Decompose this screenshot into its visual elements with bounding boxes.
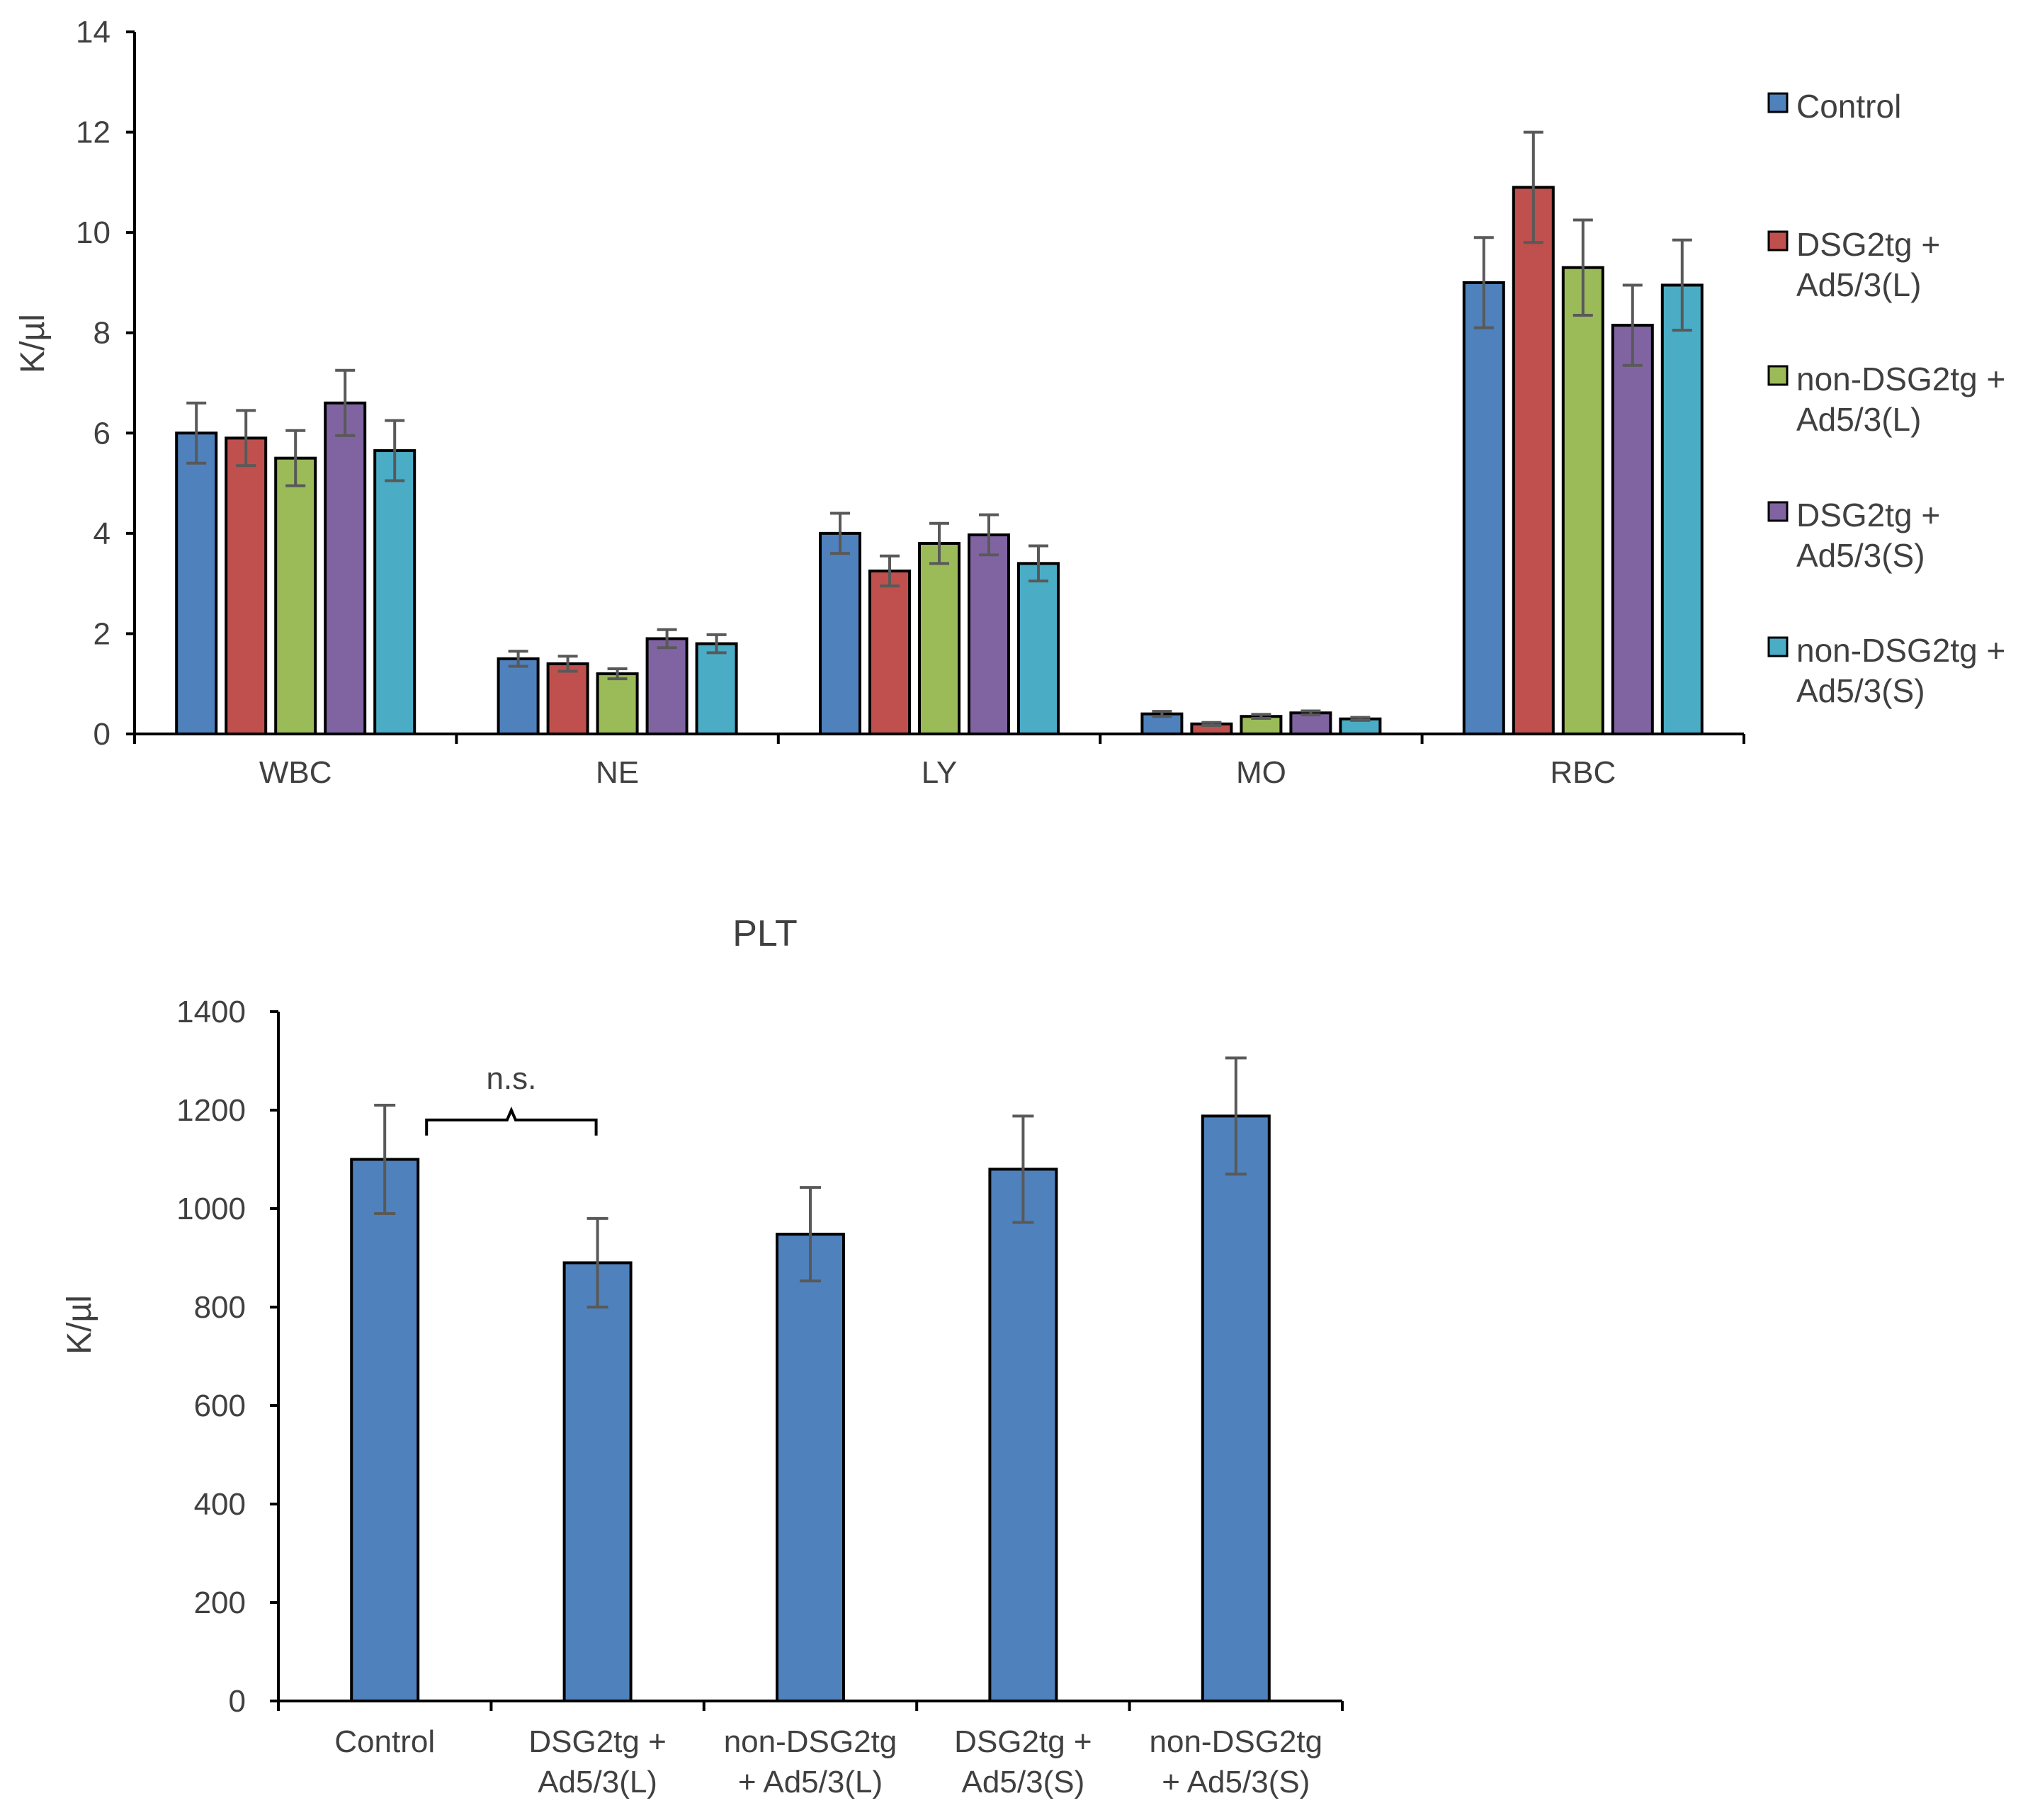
chart1-y-axis-title: K/µl — [14, 314, 52, 373]
chart1-y-tick-label: 2 — [94, 616, 110, 651]
chart2-bar — [776, 1233, 845, 1702]
chart1-bar — [497, 657, 540, 735]
chart1-y-tick-label: 10 — [76, 215, 110, 250]
chart2-x-tick-label: non-DSG2tg — [724, 1724, 897, 1759]
chart2-x-tick-label: DSG2tg + — [528, 1724, 666, 1759]
chart1-bar — [225, 436, 268, 735]
chart1-bar — [596, 672, 639, 735]
chart1-x-tick-label: MO — [1236, 755, 1286, 790]
chart1-legend-swatch — [1767, 365, 1789, 386]
chart2-y-tick-label: 600 — [194, 1389, 246, 1423]
chart2-y-tick-label: 1400 — [176, 995, 246, 1029]
chart1-legend-label: DSG2tg + — [1796, 497, 1940, 533]
chart1-bar — [1611, 324, 1654, 735]
plt-chart: PLT K/µl 0 200 400 600 800 1000 1200 1400 Contro… — [61, 913, 1344, 1799]
chart2-bar — [988, 1168, 1058, 1702]
chart1-legend-label: Ad5/3(S) — [1796, 672, 1925, 709]
chart1-bar — [968, 533, 1010, 735]
chart1-x-tick-label: NE — [596, 755, 639, 790]
chart1-legend-label: Ad5/3(S) — [1796, 537, 1925, 574]
chart1-bar — [695, 642, 738, 735]
chart2-y-tick-label: 0 — [229, 1684, 246, 1719]
chart1-y-tick-label: 14 — [76, 15, 110, 50]
chart1-legend-swatch — [1767, 501, 1789, 522]
chart1-bar — [868, 569, 911, 735]
chart1-bar — [819, 531, 861, 735]
chart2-y-tick-label: 800 — [194, 1290, 246, 1325]
chart1-y-tick-label: 12 — [76, 115, 110, 150]
chart2-y-tick-label: 1000 — [176, 1192, 246, 1226]
chart1-bar — [1017, 562, 1060, 735]
chart2-x-tick-label: non-DSG2tg — [1150, 1724, 1323, 1759]
chart1-y-tick-label: 0 — [94, 717, 110, 752]
chart1-bar — [645, 637, 688, 735]
chart2-x-tick-label: DSG2tg + — [954, 1724, 1092, 1759]
chart2-y-tick-label: 200 — [194, 1586, 246, 1620]
chart2-x-tick-label: Ad5/3(L) — [538, 1765, 657, 1799]
chart1-bar — [1512, 186, 1555, 735]
chart1-legend-label: DSG2tg + — [1796, 226, 1940, 263]
chart1-bar — [175, 431, 218, 735]
chart2-bar — [562, 1261, 633, 1702]
chart1-x-tick-label: WBC — [259, 755, 332, 790]
blood-counts-chart: K/µl 0 2 4 6 8 10 12 14 WBC NE LY MO RBC Control DSG2t… — [14, 15, 2005, 790]
chart1-bar — [324, 401, 367, 735]
chart2-x-tick-label: Control — [334, 1724, 435, 1759]
chart1-bar — [546, 662, 589, 736]
chart2-significance-bracket — [425, 1106, 598, 1136]
chart1-legend-swatch — [1767, 230, 1789, 251]
chart1-legend-label: Control — [1796, 88, 1901, 125]
chart1-bar — [1660, 283, 1704, 736]
chart2-y-axis-title: K/µl — [61, 1295, 98, 1355]
chart2-y-tick-label: 1200 — [176, 1093, 246, 1128]
chart1-bar — [1561, 266, 1604, 735]
chart1-legend-swatch — [1767, 92, 1789, 113]
chart1-y-tick-label: 6 — [94, 416, 110, 451]
chart2-y-tick-label: 400 — [194, 1487, 246, 1522]
chart1-legend-swatch — [1767, 636, 1789, 657]
chart2-x-tick-label: Ad5/3(S) — [962, 1765, 1085, 1799]
chart2-title: PLT — [732, 913, 798, 954]
chart1-legend-label: Ad5/3(L) — [1796, 266, 1921, 303]
chart2-bar — [350, 1158, 420, 1702]
chart1-legend-label: non-DSG2tg + — [1796, 632, 2005, 669]
chart1-legend-label: Ad5/3(L) — [1796, 401, 1921, 438]
chart1-y-tick-label: 4 — [94, 516, 110, 551]
chart1-bar — [1462, 281, 1505, 735]
chart2-significance-label: n.s. — [486, 1061, 536, 1096]
chart1-bar — [373, 449, 416, 736]
chart2-x-tick-label: + Ad5/3(S) — [1162, 1765, 1310, 1799]
chart1-y-tick-label: 8 — [94, 316, 110, 351]
chart1-bar — [918, 542, 960, 735]
chart1-legend-label: non-DSG2tg + — [1796, 361, 2005, 397]
chart1-bar — [274, 456, 317, 736]
chart1-x-tick-label: LY — [922, 755, 958, 790]
chart2-bar — [1201, 1114, 1271, 1702]
chart1-x-tick-label: RBC — [1550, 755, 1616, 790]
chart2-x-tick-label: + Ad5/3(L) — [738, 1765, 883, 1799]
